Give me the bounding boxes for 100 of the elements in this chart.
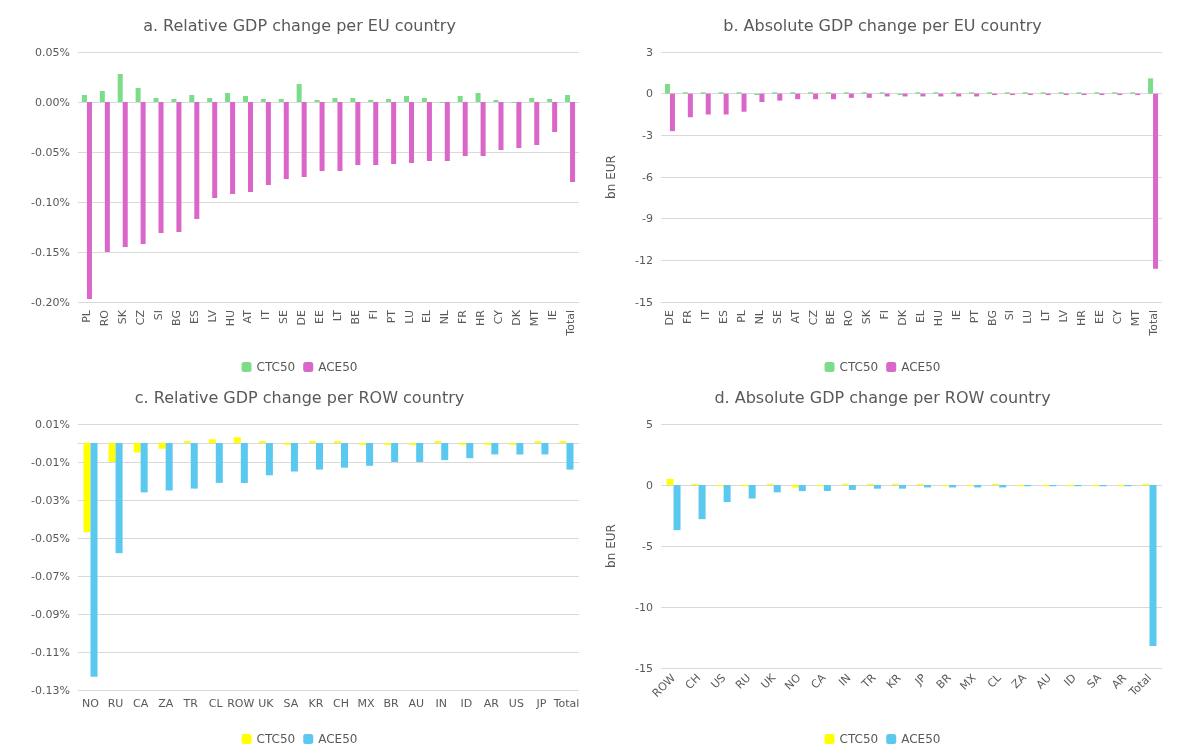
bar (86, 102, 92, 299)
bar (669, 93, 675, 132)
y-tick-label: 0.05% (35, 45, 70, 59)
x-tick-label: UK (258, 697, 275, 710)
x-tick-label: MT (527, 309, 541, 327)
x-tick-label: ID (1061, 671, 1079, 689)
bar (225, 93, 231, 102)
x-tick-label: IN (836, 671, 854, 689)
bar (337, 102, 343, 171)
bar (565, 95, 571, 102)
bar (99, 91, 105, 102)
x-tick-label: DK (896, 309, 910, 326)
x-tick-label: ZA (1008, 671, 1030, 692)
y-tick-label: -9 (642, 212, 653, 226)
y-tick-label: -0.11% (31, 645, 70, 659)
bar (759, 93, 765, 102)
x-tick-label: BE (348, 309, 362, 325)
x-tick-label: DK (509, 309, 523, 326)
y-tick-label: -5 (642, 539, 653, 553)
x-tick-label: CL (208, 697, 224, 710)
bar (158, 102, 164, 233)
y-tick-label: -0.05% (31, 145, 70, 159)
x-tick-label: ROW (227, 697, 255, 710)
x-tick-label: SI (1003, 310, 1017, 321)
bar (547, 99, 553, 102)
bar (122, 102, 128, 247)
bar (723, 93, 729, 115)
x-tick-label: RU (732, 671, 754, 692)
x-tick-label: IT (699, 309, 713, 320)
x-tick-label: JP (911, 671, 929, 689)
x-tick-label: IE (949, 309, 963, 321)
bar (373, 102, 379, 165)
bar (265, 102, 271, 185)
x-tick-label: FI (366, 310, 380, 320)
x-tick-label: HU (931, 310, 945, 327)
x-tick-label: AU (1033, 671, 1054, 692)
y-tick-label: -15 (635, 295, 653, 309)
x-tick-label: IT (259, 309, 273, 320)
bar (748, 485, 756, 499)
bar (212, 102, 218, 198)
bar (480, 102, 486, 156)
x-tick-label: SK (116, 309, 130, 325)
legend-label: ACE50 (318, 360, 358, 374)
bar (81, 95, 87, 102)
y-axis-title: bn EUR (604, 155, 618, 199)
x-tick-label: LU (1021, 310, 1035, 324)
y-axis-title: bn EUR (604, 524, 618, 568)
legend-label: CTC50 (839, 732, 879, 746)
x-tick-label: CZ (134, 309, 148, 326)
x-tick-label: AU (408, 697, 424, 710)
y-tick-label: 0.01% (35, 417, 70, 431)
x-tick-label: HR (1074, 309, 1088, 326)
legend-label: CTC50 (839, 360, 879, 374)
y-tick-label: -10 (635, 600, 653, 614)
bar (421, 98, 427, 102)
bar (570, 102, 576, 182)
x-tick-label: LT (330, 309, 344, 322)
x-tick-label: Total (1146, 310, 1160, 337)
x-tick-label: PL (735, 309, 749, 323)
x-tick-label: EL (913, 309, 927, 324)
bar (798, 485, 806, 492)
x-tick-label: MX (357, 697, 376, 710)
bar (529, 98, 535, 102)
x-tick-label: FI (878, 310, 892, 320)
x-tick-label: Total (563, 310, 577, 337)
x-tick-label: CA (808, 671, 829, 692)
bar (777, 93, 783, 101)
x-tick-label: ID (460, 697, 473, 710)
x-tick-label: FR (681, 309, 695, 324)
bar (140, 102, 146, 244)
x-tick-label: LU (402, 310, 416, 324)
x-tick-label: AT (241, 309, 255, 324)
y-tick-label: -6 (642, 170, 653, 184)
x-tick-label: CL (984, 670, 1005, 691)
legend-label: ACE50 (318, 732, 358, 746)
x-tick-label: BG (169, 310, 183, 326)
bar (666, 478, 674, 485)
bar (242, 96, 248, 102)
x-tick-label: NL (438, 309, 452, 325)
bar (664, 83, 670, 94)
chart-title: d. Absolute GDP change per ROW country (714, 387, 1051, 407)
bar (1153, 93, 1159, 269)
x-tick-label: DE (295, 309, 309, 326)
bar (386, 99, 392, 102)
bar (444, 102, 450, 161)
x-tick-label: ES (187, 309, 201, 324)
bar (278, 99, 284, 102)
x-tick-label: NL (752, 309, 766, 325)
x-tick-label: EL (420, 309, 434, 324)
bar (176, 102, 182, 232)
y-tick-label: -0.20% (31, 295, 70, 309)
y-tick-label: -3 (642, 128, 653, 142)
x-tick-label: US (508, 697, 524, 710)
x-tick-label: HR (474, 309, 488, 326)
bar (848, 93, 854, 98)
bar (409, 102, 415, 163)
bar (741, 93, 747, 112)
bar (391, 102, 397, 164)
bar (189, 95, 195, 102)
x-tick-label: RO (842, 309, 856, 327)
